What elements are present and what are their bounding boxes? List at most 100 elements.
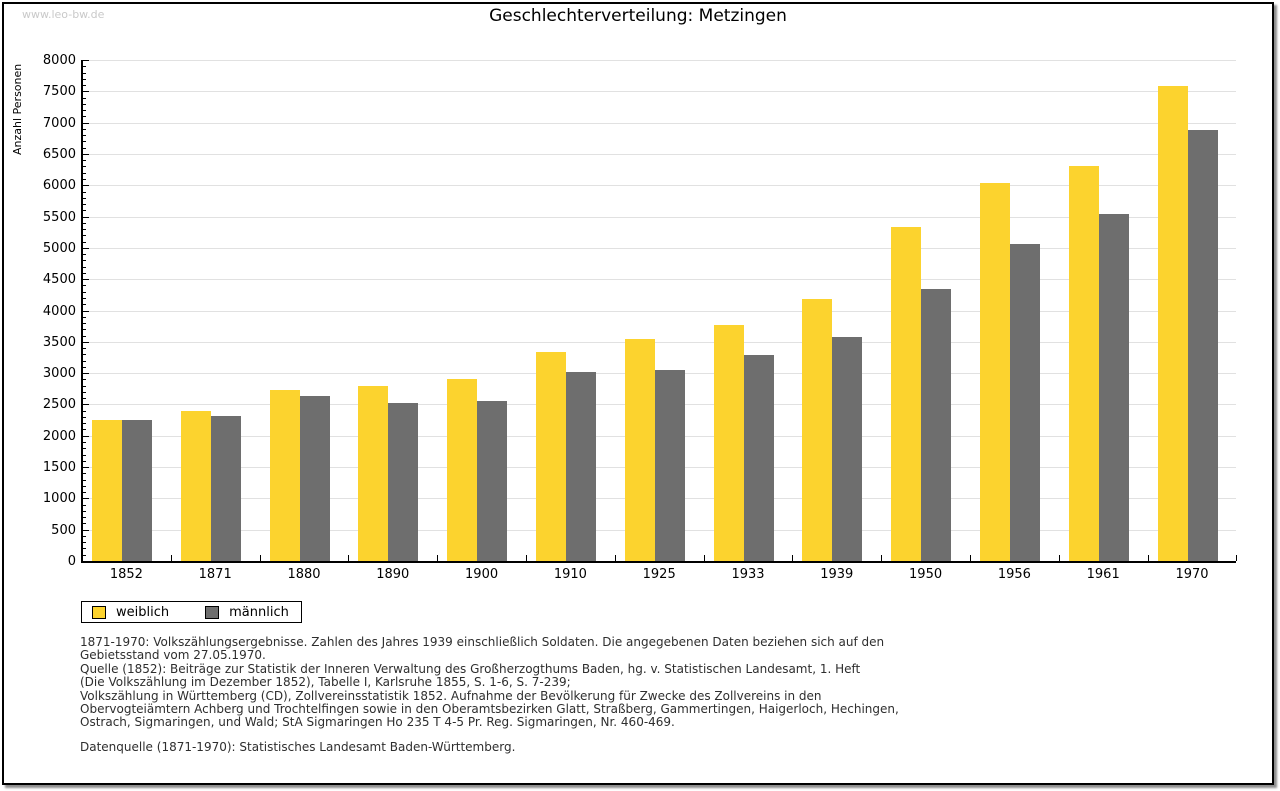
x-axis-tick <box>1236 555 1238 561</box>
y-axis-tick-label: 4000 <box>42 303 76 319</box>
y-axis-tick <box>83 160 86 162</box>
y-axis-tick <box>83 122 89 124</box>
y-axis-tick-label: 6500 <box>42 146 76 162</box>
y-axis-tick <box>83 166 86 168</box>
x-axis-tick <box>614 555 616 561</box>
y-axis-tick <box>83 178 86 180</box>
bar-männlich-1910 <box>566 371 596 561</box>
y-axis-tick <box>83 153 89 155</box>
bar-weiblich-1880 <box>269 390 300 561</box>
y-axis-tick <box>83 435 89 437</box>
x-axis-label-1956: 1956 <box>997 567 1031 582</box>
y-axis-tick <box>83 128 86 130</box>
bar-weiblich-1900 <box>447 378 478 561</box>
y-axis-tick-label: 1500 <box>42 460 76 476</box>
bar-weiblich-1956 <box>980 183 1010 561</box>
gridline <box>83 153 1237 155</box>
x-axis-tick <box>82 555 83 561</box>
x-axis-tick <box>881 555 883 561</box>
legend-swatch-weiblich <box>92 605 106 619</box>
gridline <box>83 247 1237 249</box>
y-axis-tick-label: 3000 <box>42 366 76 382</box>
y-axis-tick <box>83 260 86 262</box>
bar-männlich-1970 <box>1187 130 1218 561</box>
y-axis-tick <box>83 504 86 506</box>
x-axis-label-1933: 1933 <box>731 567 765 582</box>
x-axis-line <box>81 561 1237 563</box>
bar-weiblich-1871 <box>180 410 211 561</box>
x-axis-tick <box>259 555 261 561</box>
legend-label-maennlich: männlich <box>229 604 289 620</box>
y-axis-tick <box>83 97 86 99</box>
bar-männlich-1900 <box>477 400 508 561</box>
y-axis-tick <box>83 229 86 231</box>
y-axis-tick <box>83 210 86 212</box>
y-axis-tick <box>83 498 89 500</box>
y-axis-tick <box>83 304 86 306</box>
bar-männlich-1933 <box>743 354 774 561</box>
y-axis-tick <box>83 454 86 456</box>
bar-männlich-1871 <box>210 415 241 561</box>
y-axis-tick <box>83 442 86 443</box>
y-axis-tick <box>83 510 86 512</box>
x-axis-label-1961: 1961 <box>1086 567 1120 582</box>
x-axis-label-1925: 1925 <box>642 567 676 582</box>
y-axis-tick-label: 2500 <box>42 397 76 413</box>
y-axis-tick <box>83 385 86 387</box>
y-axis-tick <box>83 254 86 256</box>
legend-swatch-maennlich <box>205 605 220 619</box>
y-axis-tick <box>83 329 86 331</box>
x-axis-label-1871: 1871 <box>198 567 232 582</box>
data-source-line: Datenquelle (1871-1970): Statistisches L… <box>80 740 516 754</box>
y-axis-tick-label: 0 <box>67 554 76 569</box>
y-axis-tick <box>83 191 86 193</box>
y-axis-tick <box>83 460 86 462</box>
footnote-line: (Die Volkszählung im Dezember 1852), Tab… <box>80 675 571 690</box>
y-axis-tick <box>83 360 86 362</box>
y-axis-tick <box>83 66 86 68</box>
y-axis-tick-label: 4500 <box>42 272 76 288</box>
x-axis-tick <box>792 555 794 561</box>
footnote-line: Obervogteiämtern Achberg und Trochtelfin… <box>80 702 899 717</box>
x-axis-label-1890: 1890 <box>376 567 410 582</box>
y-axis-tick <box>83 235 86 237</box>
y-axis-tick <box>83 467 89 469</box>
y-axis-tick <box>83 379 86 381</box>
x-axis-label-1910: 1910 <box>553 567 587 582</box>
y-axis-tick-label: 7000 <box>42 115 76 131</box>
gridline <box>83 279 1237 281</box>
y-axis-tick <box>83 266 86 268</box>
y-axis-tick <box>83 354 86 356</box>
y-axis-tick <box>83 523 86 525</box>
footnote-line: Ostrach, Sigmaringen, und Wald; StA Sigm… <box>80 715 675 730</box>
y-axis-tick <box>83 185 89 187</box>
bar-männlich-1890 <box>388 403 419 561</box>
y-axis-tick <box>83 416 86 418</box>
y-axis-tick <box>83 373 89 375</box>
gridline <box>83 185 1237 187</box>
y-axis-tick <box>83 241 86 243</box>
x-axis-label-1900: 1900 <box>465 567 499 582</box>
legend: weiblich männlich <box>81 601 302 623</box>
x-axis-label-1880: 1880 <box>287 567 321 582</box>
bar-weiblich-1933 <box>713 324 744 561</box>
y-axis-tick <box>83 404 89 406</box>
y-axis-tick-label: 2000 <box>42 428 76 444</box>
y-axis-tick <box>83 247 89 249</box>
y-axis-tick <box>83 297 86 299</box>
y-axis-tick <box>83 72 86 74</box>
y-axis-tick <box>83 135 86 137</box>
x-axis-tick <box>170 555 172 561</box>
watermark: www.leo-bw.de <box>22 8 105 21</box>
footnote-line: Gebietsstand vom 27.05.1970. <box>80 648 266 663</box>
footnote-text: 1871-1970: Volkszählungsergebnisse. Zahl… <box>80 635 899 730</box>
y-axis-tick-label: 7500 <box>42 84 76 100</box>
y-axis-tick-label: 6000 <box>42 178 76 194</box>
x-axis-label-1939: 1939 <box>820 567 854 582</box>
bar-weiblich-1890 <box>358 385 389 561</box>
x-axis-tick <box>526 555 527 561</box>
y-axis-tick <box>83 429 86 431</box>
bar-weiblich-1925 <box>624 338 655 561</box>
gridline <box>83 60 1237 61</box>
